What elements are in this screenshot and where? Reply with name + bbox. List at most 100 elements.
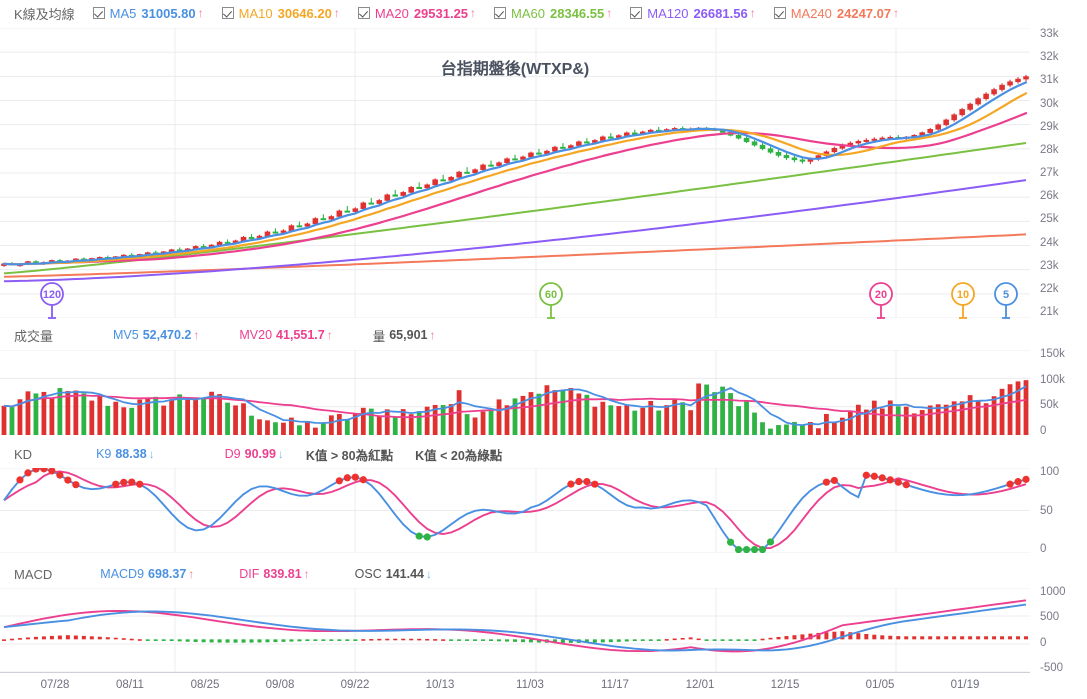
ma-legend-item-ma20[interactable]: MA20 29531.25 ↑ [357, 6, 476, 21]
x-axis-tick: 11/17 [601, 679, 629, 691]
trend-arrow-icon: ↓ [148, 447, 155, 461]
kd-legend-group: K9 88.38 ↓ D9 90.99 ↓ K值 > 80為紅點 K值 < 20為綠點 [96, 445, 502, 464]
svg-text:60: 60 [545, 289, 557, 301]
x-axis-tick: 09/08 [265, 679, 295, 691]
trend-arrow-icon: ↑ [606, 6, 613, 20]
indicator-label: D9 [224, 447, 241, 461]
y-axis-tick: 27k [1040, 167, 1059, 179]
indicator-value: 90.99 [244, 447, 276, 461]
checkbox-ma5[interactable] [92, 7, 105, 19]
volume-chart-plot[interactable] [0, 350, 1030, 435]
y-axis-tick: 29k [1040, 120, 1059, 133]
y-axis-tick: 150k [1040, 348, 1065, 360]
y-axis-tick: 28k [1040, 143, 1059, 156]
checkbox-ma20[interactable] [357, 7, 370, 19]
ma-value: 28346.55 [550, 5, 605, 21]
ma-legend-item-ma10[interactable]: MA10 30646.20 ↑ [221, 6, 340, 21]
indicator-value: 698.37 [148, 567, 187, 581]
svg-text:10: 10 [957, 289, 969, 301]
indicator-label: MV5 [113, 328, 139, 342]
indicator-label: 量 [372, 329, 386, 344]
ma-marker-5[interactable]: 55 [993, 282, 1019, 320]
indicator-label: DIF [239, 567, 260, 581]
kd-legend-item-0: K9 88.38 ↓ [96, 447, 155, 461]
y-axis-tick: 0 [1040, 543, 1047, 555]
checkbox-ma10[interactable] [221, 7, 234, 19]
checkbox-ma120[interactable] [630, 7, 643, 19]
macd-panel-title: MACD [14, 566, 53, 582]
indicator-label: MACD9 [100, 567, 145, 581]
ma-value: 31005.80 [141, 5, 196, 21]
y-axis-tick: 33k [1040, 28, 1059, 40]
macd-chart-plot[interactable] [0, 588, 1030, 672]
svg-text:120: 120 [43, 289, 61, 301]
x-axis-tick: 10/13 [425, 679, 455, 691]
checkbox-ma60[interactable] [494, 7, 507, 19]
macd-legend-item-0: MACD9 698.37 ↑ [100, 567, 194, 581]
y-axis-tick: 21k [1040, 306, 1059, 318]
y-axis-tick: 23k [1040, 259, 1059, 272]
y-axis-tick: 31k [1040, 74, 1059, 87]
volume-panel-title: 成交量 [14, 328, 54, 344]
kd-panel-title: KD [14, 446, 33, 462]
indicator-label: K9 [96, 447, 112, 461]
price-legend-row: K線及均線 MA5 31005.80 ↑ MA10 30646.20 ↑ MA20 29531… [0, 0, 1087, 26]
y-axis-tick: 30k [1040, 97, 1059, 110]
ma-label: MA60 [511, 5, 546, 21]
y-axis-tick: 100 [1040, 466, 1060, 478]
ma-label: MA120 [647, 5, 689, 21]
trend-arrow-icon: ↑ [749, 6, 756, 20]
y-axis-tick: 50 [1040, 504, 1053, 517]
x-axis-tick: 08/25 [190, 679, 220, 691]
y-axis-tick: 500 [1040, 611, 1060, 624]
trend-arrow-icon: ↑ [326, 328, 333, 342]
indicator-value: 839.81 [263, 567, 302, 581]
ma-legend-group: MA5 31005.80 ↑ MA10 30646.20 ↑ MA20 29531.25 ↑ MA… [75, 6, 899, 21]
trend-arrow-icon: ↑ [303, 567, 310, 581]
ma-legend-item-ma120[interactable]: MA120 26681.56 ↑ [630, 5, 756, 21]
ma-value: 24247.07 [836, 5, 892, 21]
kd-note-0: K值 > 80為紅點 [305, 448, 394, 463]
y-axis-tick: 26k [1040, 190, 1059, 203]
ma-label: MA240 [790, 5, 832, 21]
ma-marker-10[interactable]: 1010 [950, 282, 976, 320]
x-axis-tick: 01/05 [865, 679, 895, 691]
ma-legend-item-ma240[interactable]: MA240 24247.07 ↑ [773, 5, 899, 21]
ma-legend-item-ma5[interactable]: MA5 31005.80 ↑ [92, 5, 204, 21]
y-axis-tick: 32k [1040, 51, 1059, 64]
y-axis-tick: 0 [1040, 636, 1047, 649]
kd-chart-plot[interactable] [0, 468, 1030, 553]
y-axis-tick: 22k [1040, 282, 1059, 295]
x-axis-line [0, 672, 1030, 673]
price-chart-plot[interactable] [0, 28, 1030, 318]
x-axis-tick: 07/28 [40, 679, 70, 691]
x-axis-tick: 11/03 [516, 679, 544, 691]
y-axis-tick: 24k [1040, 236, 1059, 249]
macd-legend-group: MACD9 698.37 ↑ DIF 839.81 ↑ OSC 141.44 ↓ [100, 567, 432, 581]
ma-marker-120[interactable]: 120120 [39, 282, 65, 320]
x-axis-tick: 12/15 [770, 679, 800, 691]
y-axis-tick: -500 [1040, 662, 1064, 674]
indicator-label: OSC [354, 567, 382, 581]
macd-legend-row: MACD MACD9 698.37 ↑ DIF 839.81 ↑ OSC 141.44 ↓ [0, 561, 1087, 587]
x-axis-tick: 09/22 [340, 679, 370, 691]
ma-marker-60[interactable]: 6060 [538, 282, 564, 320]
trend-arrow-icon: ↑ [333, 6, 340, 20]
chart-title: 台指期盤後(WTXP&) [0, 55, 1030, 79]
y-axis-tick: 100k [1040, 373, 1065, 386]
ma-marker-20[interactable]: 2020 [868, 282, 894, 320]
ma-legend-item-ma60[interactable]: MA60 28346.55 ↑ [494, 6, 612, 21]
trend-arrow-icon: ↓ [425, 567, 432, 581]
trend-arrow-icon: ↓ [277, 447, 284, 461]
x-axis-tick: 08/11 [116, 679, 144, 691]
indicator-label: MV20 [239, 328, 273, 342]
checkbox-ma240[interactable] [773, 7, 786, 19]
kd-note-1: K值 < 20為綠點 [415, 448, 503, 463]
svg-text:5: 5 [1003, 289, 1009, 301]
y-axis-tick: 50k [1040, 399, 1059, 412]
kd-legend-row: KD K9 88.38 ↓ D9 90.99 ↓ K值 > 80為紅點 K值 < 20為綠點 [0, 441, 1087, 467]
trend-arrow-icon: ↑ [197, 6, 204, 20]
indicator-value: 88.38 [115, 447, 147, 461]
trend-arrow-icon: ↑ [188, 567, 195, 581]
